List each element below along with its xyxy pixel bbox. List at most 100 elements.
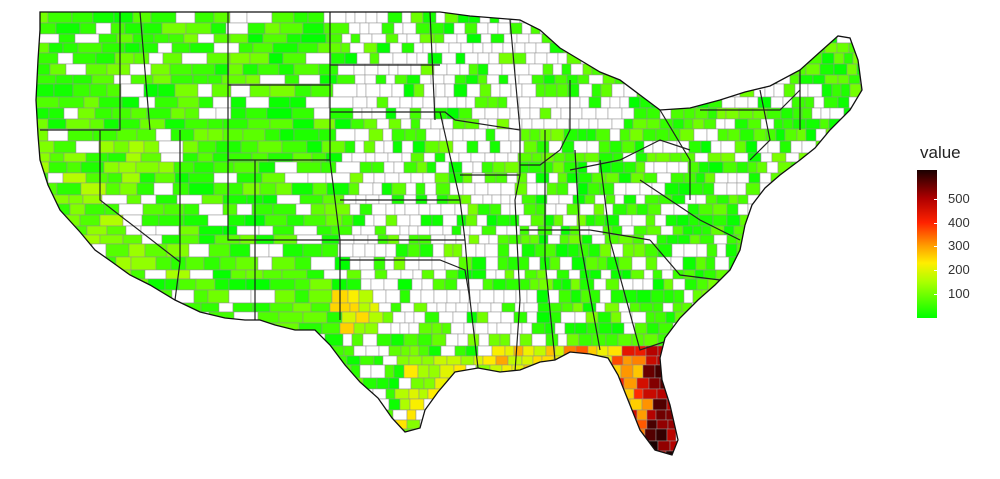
county <box>666 161 680 174</box>
county <box>866 346 878 356</box>
county <box>47 355 70 366</box>
county <box>410 118 421 130</box>
county <box>597 311 612 324</box>
county <box>467 398 482 411</box>
county <box>457 333 469 347</box>
county <box>623 118 634 130</box>
county <box>478 234 490 245</box>
county <box>845 322 856 335</box>
county <box>125 450 145 455</box>
county <box>765 128 777 142</box>
county <box>570 440 585 452</box>
county <box>435 182 451 196</box>
county <box>725 243 738 258</box>
county <box>296 161 322 174</box>
county <box>746 428 758 442</box>
county <box>435 42 450 54</box>
county <box>667 364 679 379</box>
county <box>188 243 210 258</box>
county <box>206 52 231 65</box>
county <box>852 289 862 304</box>
county <box>385 289 401 304</box>
county <box>474 96 489 109</box>
county <box>629 12 642 24</box>
county <box>726 52 741 65</box>
county <box>655 52 671 65</box>
county <box>214 278 230 291</box>
county <box>492 161 506 174</box>
county <box>294 289 310 304</box>
county <box>786 194 797 205</box>
county <box>441 52 457 65</box>
county <box>392 52 408 65</box>
county <box>736 182 747 196</box>
county <box>799 269 815 280</box>
county <box>773 182 789 196</box>
county <box>381 182 393 196</box>
county <box>66 256 92 271</box>
county <box>649 33 665 44</box>
county <box>807 83 823 98</box>
county <box>269 83 296 98</box>
county <box>125 345 150 357</box>
county <box>495 269 506 280</box>
county <box>646 419 658 430</box>
county <box>496 322 512 335</box>
county <box>83 96 100 109</box>
county <box>794 83 809 98</box>
county <box>418 345 430 357</box>
county <box>299 194 324 205</box>
county <box>501 63 516 76</box>
county <box>611 355 624 366</box>
county <box>644 243 659 258</box>
county <box>310 256 336 271</box>
county <box>102 278 127 291</box>
county <box>323 269 348 280</box>
county <box>820 345 835 357</box>
county <box>420 214 433 227</box>
county <box>241 450 259 455</box>
county <box>544 322 556 335</box>
county <box>582 428 593 442</box>
county <box>482 355 497 366</box>
county <box>812 322 827 335</box>
county <box>678 440 693 452</box>
county <box>765 345 779 357</box>
county <box>664 12 680 24</box>
county <box>360 269 376 280</box>
county <box>591 52 602 65</box>
county <box>781 322 792 335</box>
county <box>523 302 539 313</box>
county <box>566 52 582 65</box>
county <box>522 398 538 411</box>
county <box>763 333 775 347</box>
county <box>359 161 373 174</box>
county <box>223 440 239 452</box>
county <box>503 33 518 44</box>
county <box>853 450 862 455</box>
county <box>485 256 499 271</box>
county <box>213 355 229 366</box>
county <box>319 74 338 85</box>
county <box>419 243 434 258</box>
county <box>792 364 803 379</box>
county <box>761 289 772 304</box>
county <box>388 345 402 357</box>
county <box>496 214 511 227</box>
county <box>93 398 119 411</box>
county <box>103 118 120 130</box>
county <box>773 33 784 44</box>
county <box>733 289 744 304</box>
county <box>434 152 446 163</box>
county <box>528 12 543 24</box>
county <box>68 194 84 205</box>
county <box>678 12 691 24</box>
county <box>556 182 569 196</box>
county <box>427 52 443 65</box>
county <box>203 398 219 411</box>
county <box>821 225 836 236</box>
county <box>546 52 559 65</box>
county <box>369 450 385 455</box>
county <box>290 388 313 400</box>
county <box>765 256 779 271</box>
